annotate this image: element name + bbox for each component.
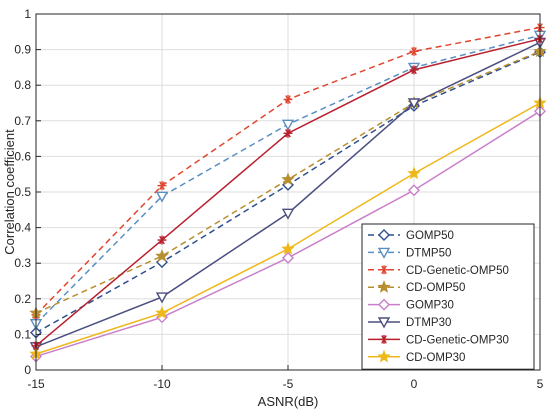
- data-point: [378, 298, 390, 311]
- data-point: [377, 349, 391, 363]
- legend-item: CD-Genetic-OMP30: [368, 334, 509, 346]
- data-point: [281, 241, 295, 255]
- x-tick-label: -15: [27, 377, 45, 391]
- legend-item: CD-OMP30: [368, 349, 465, 364]
- data-point: [283, 94, 293, 104]
- plot-series: [29, 23, 547, 363]
- x-tick-label: 0: [411, 377, 418, 391]
- legend-box: [361, 223, 535, 370]
- legend-label: CD-Genetic-OMP50: [406, 265, 509, 277]
- legend-item: GOMP30: [368, 298, 454, 312]
- axis-ticks: -15 -10 -5 0 5 0 0.1 0.2 0.3 0.4 0.5 0.6 0.7 0.8 0.9 1: [14, 7, 543, 391]
- data-point: [379, 265, 389, 275]
- y-tick-label: 0.7: [14, 114, 31, 128]
- legend-item: CD-Genetic-OMP50: [368, 265, 509, 277]
- legend-label: GOMP30: [406, 300, 454, 312]
- data-point: [281, 172, 295, 186]
- data-point: [409, 65, 419, 75]
- y-axis-title: Correlation coefficient: [2, 129, 17, 255]
- y-tick-label: 0: [24, 363, 31, 377]
- data-point: [157, 181, 167, 191]
- data-point: [155, 191, 169, 203]
- legend-label: CD-OMP30: [406, 352, 465, 364]
- legend-item: DTMP30: [368, 317, 451, 329]
- y-tick-label: 0.2: [14, 292, 31, 306]
- data-point: [407, 98, 421, 110]
- x-tick-label: -10: [153, 377, 171, 391]
- data-point: [282, 251, 294, 264]
- y-tick-label: 0.1: [14, 327, 31, 341]
- data-point: [408, 184, 420, 197]
- y-tick-label: 0.4: [14, 221, 31, 235]
- data-point: [409, 46, 419, 56]
- data-point: [281, 119, 295, 131]
- y-tick-label: 0.9: [14, 43, 31, 57]
- data-point: [155, 305, 169, 319]
- data-point: [157, 235, 167, 245]
- data-point: [379, 334, 389, 344]
- y-tick-label: 0.8: [14, 78, 31, 92]
- legend-label: DTMP30: [406, 317, 451, 329]
- data-point: [407, 166, 421, 180]
- y-tick-label: 1: [24, 7, 31, 21]
- x-tick-label: 5: [537, 377, 544, 391]
- data-point: [377, 317, 391, 329]
- legend-item: GOMP50: [368, 229, 454, 242]
- data-point: [377, 280, 391, 293]
- legend-label: CD-OMP50: [406, 282, 465, 294]
- data-point: [377, 247, 391, 259]
- legend: GOMP50 DTMP50 CD-Genetic-OMP50 CD-OMP50 GOMP…: [361, 223, 535, 370]
- y-tick-label: 0.5: [14, 185, 31, 199]
- data-point: [283, 128, 293, 138]
- y-tick-label: 0.3: [14, 256, 31, 270]
- data-point: [281, 208, 295, 220]
- y-tick-label: 0.6: [14, 149, 31, 163]
- legend-label: CD-Genetic-OMP30: [406, 334, 509, 346]
- data-point: [155, 248, 169, 262]
- series-cd-genetic-omp30: [31, 34, 545, 351]
- legend-item: CD-OMP50: [368, 280, 465, 294]
- legend-label: GOMP50: [406, 230, 454, 242]
- data-point: [378, 229, 390, 241]
- x-axis-title: ASNR(dB): [258, 394, 319, 409]
- data-point: [155, 292, 169, 304]
- x-tick-label: -5: [283, 377, 294, 391]
- legend-label: DTMP50: [406, 247, 451, 259]
- legend-item: DTMP50: [368, 247, 451, 259]
